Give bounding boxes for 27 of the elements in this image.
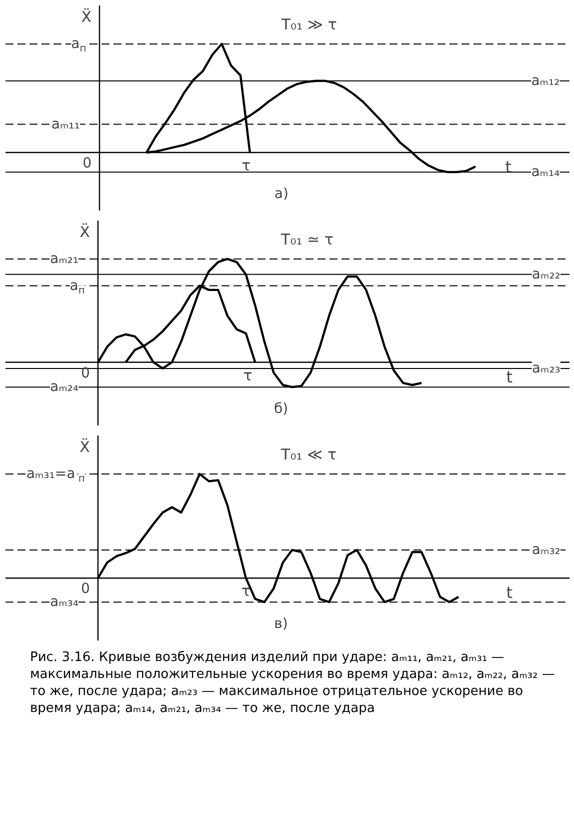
- ref-line-label: aₘ₂₂: [532, 266, 560, 282]
- ref-line-label: aₘ₂₁: [50, 250, 79, 267]
- text: 0: [81, 365, 90, 382]
- text: а): [274, 186, 288, 202]
- text: в): [274, 616, 288, 632]
- text: 0: [82, 156, 92, 172]
- ref-line-label: aₘ₃₂: [532, 542, 560, 558]
- ref-line-label: aₘ₁₂: [531, 72, 560, 89]
- y-axis-title: Ẍ: [80, 223, 90, 242]
- ref-line-label: aₘ₂₄: [50, 379, 79, 396]
- ref-line-label: aₘ₁₁: [51, 116, 80, 132]
- annotation: τ: [243, 366, 252, 384]
- y-axis-title: Ẍ: [81, 8, 92, 26]
- chart-title: T₀₁ ≫ τ: [280, 16, 337, 34]
- chart-title: T₀₁ ≃ τ: [280, 230, 334, 249]
- x-axis-title: t: [506, 367, 513, 386]
- text: б): [274, 400, 288, 417]
- annotation: τ: [241, 582, 250, 600]
- y-axis-title: Ẍ: [80, 438, 90, 456]
- annotation: τ: [242, 156, 251, 175]
- ref-line-label: aₘ₁₄: [531, 164, 560, 180]
- ref-line-label: aₘ₂₃: [532, 360, 560, 376]
- chart-title: T₀₁ ≪ τ: [280, 446, 336, 464]
- ref-line-label: aₘ₃₄: [50, 594, 79, 610]
- text: 0: [81, 581, 90, 598]
- x-axis-title: t: [506, 583, 513, 602]
- text: Рис. 3.16. Кривые возбуждения изделий при ударе: aₘ₁₁, aₘ₂₁, aₘ₃₁ — максимальные положительные ускорения во время удара: aₘ₁₂, aₘ₂₂, aₘ₃₂ — то же, после удара; aₘ₂₃ — максимальное отрицательное ускорение во время удара; aₘ₁₄, aₘ₂₁, aₘ₃₄ — то же, после удара: [30, 650, 556, 718]
